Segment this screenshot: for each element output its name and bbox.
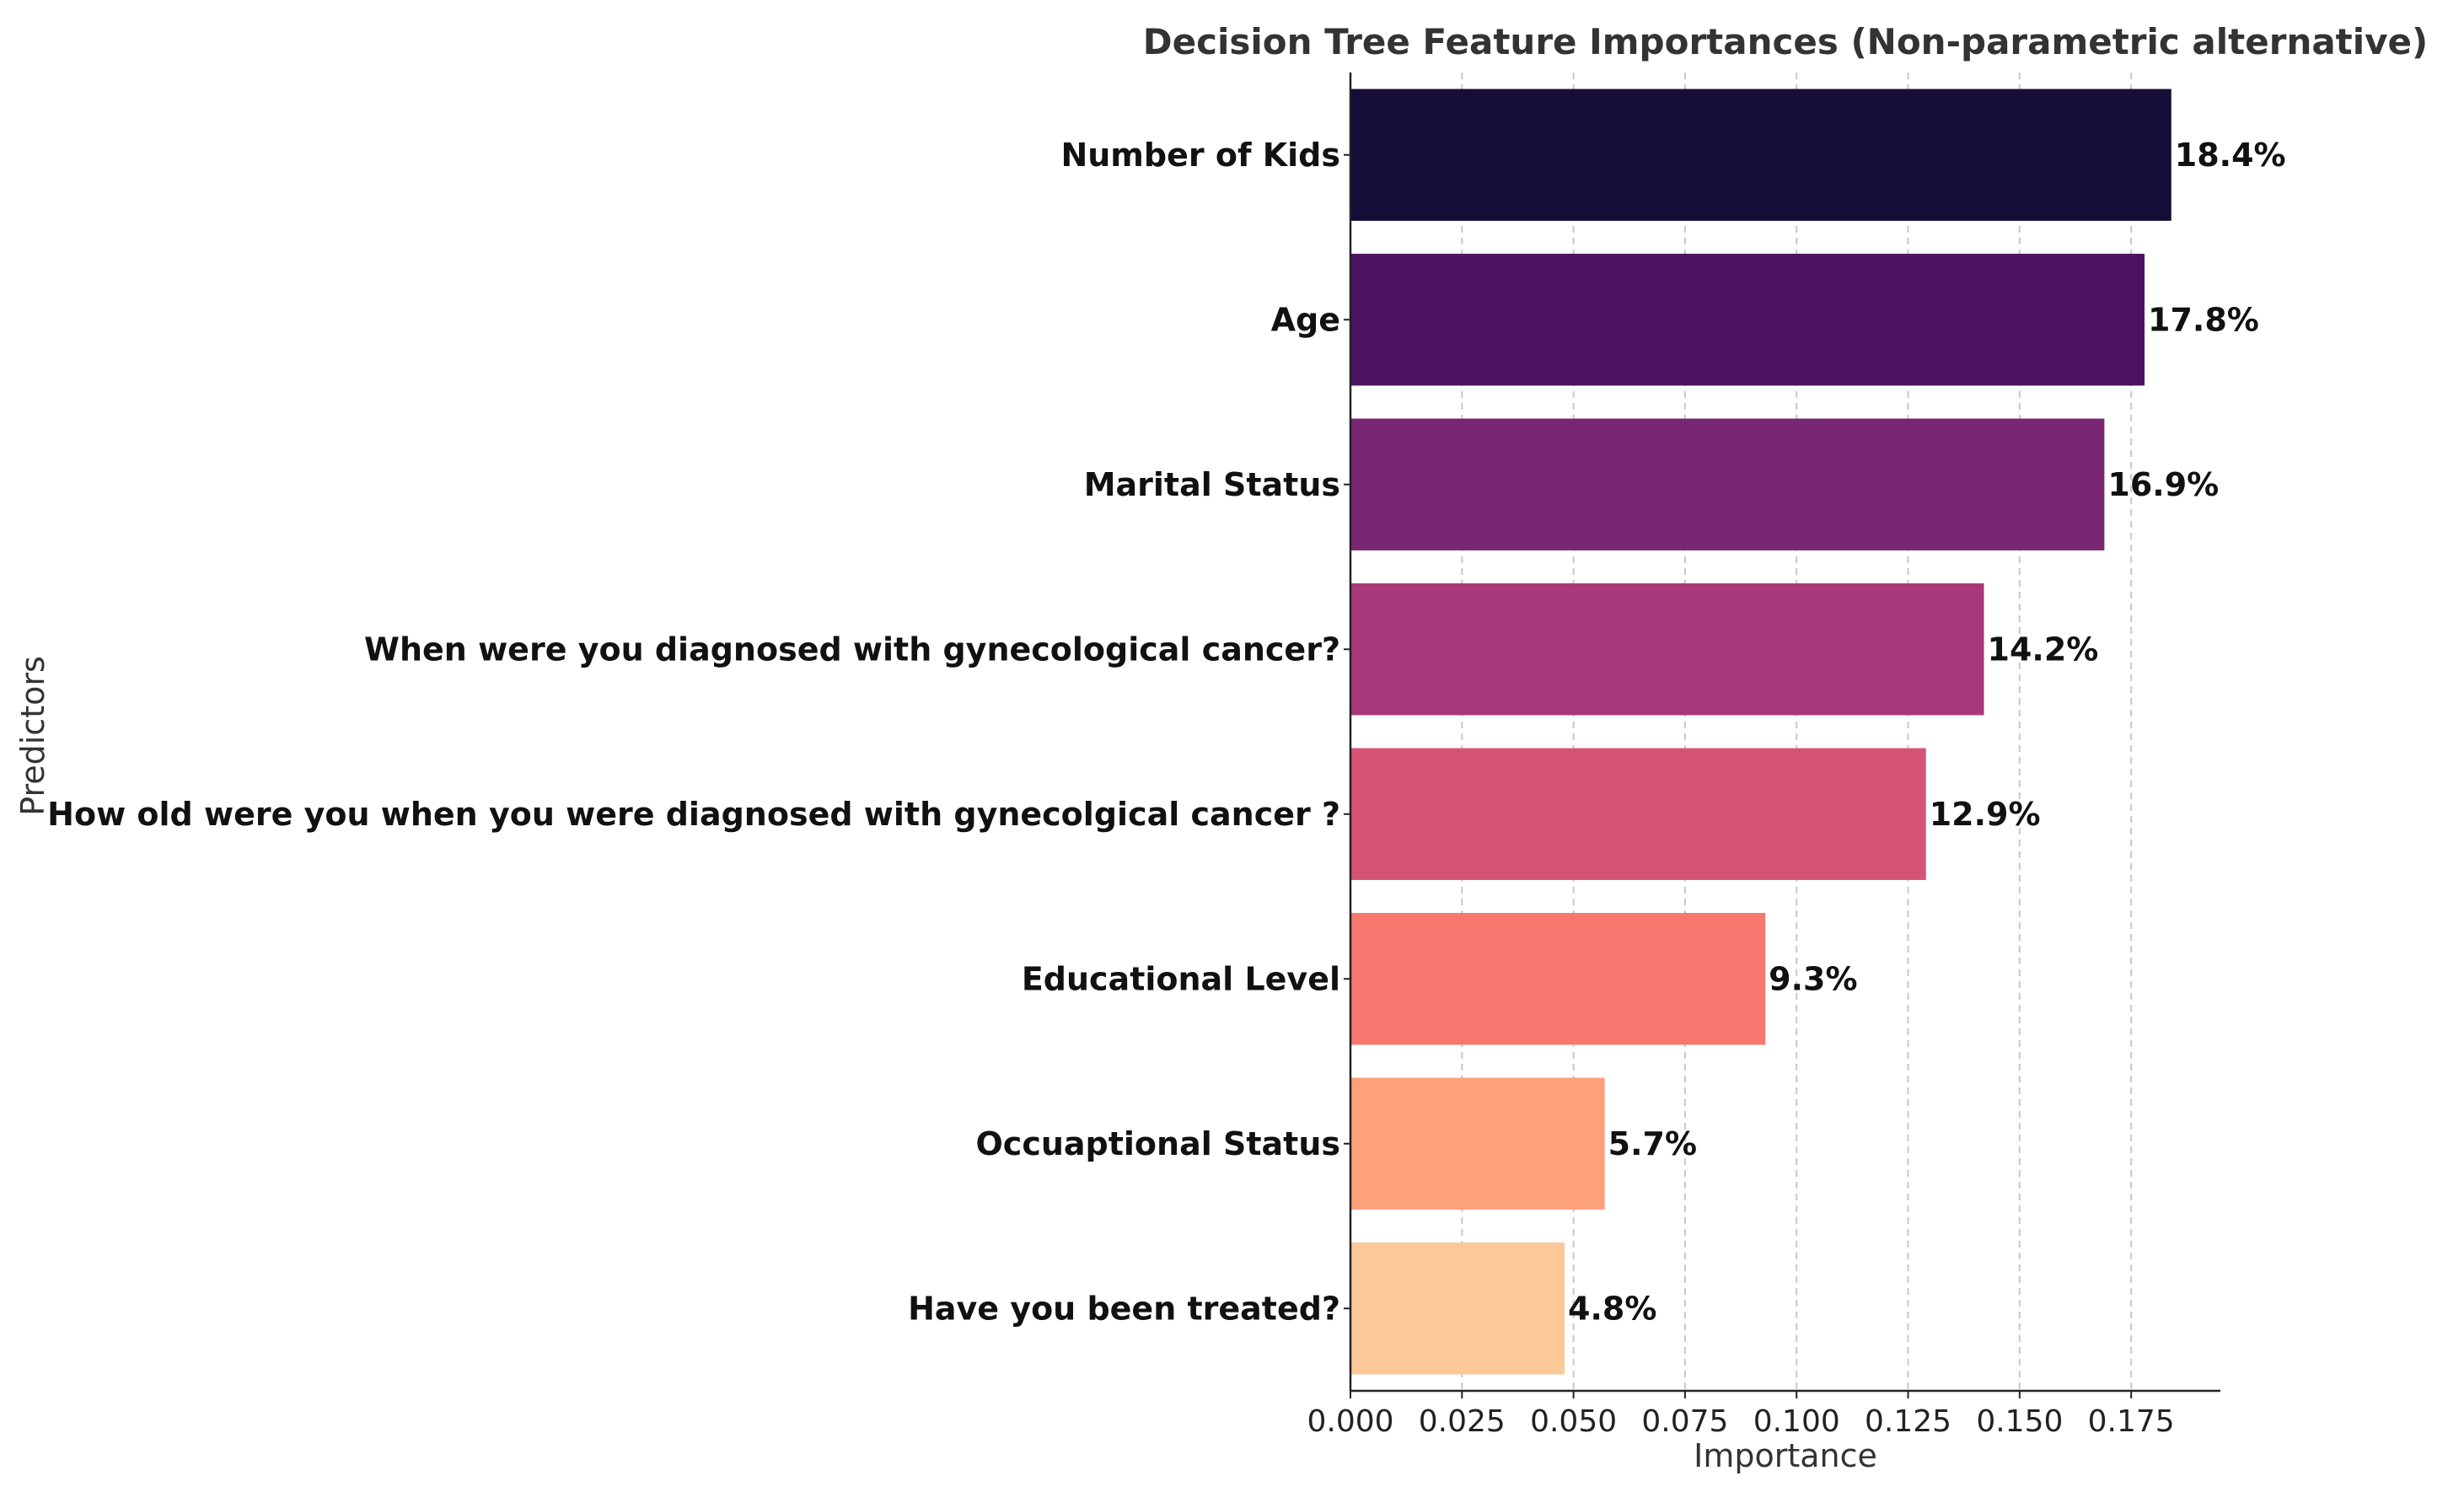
x-tick-label: 0.050 bbox=[1530, 1404, 1617, 1439]
axes: 0.000 0.025 0.050 0.075 0.100 0.125 0.150 0.175 bbox=[1307, 72, 2220, 1439]
bars: Number of Kids 18.4% Age 17.8% Marital Statu… bbox=[47, 89, 2286, 1375]
category-label: Educational Level bbox=[1022, 960, 1340, 997]
bar bbox=[1350, 254, 2145, 386]
bar bbox=[1350, 913, 1766, 1045]
category-label: When were you diagnosed with gynecologic… bbox=[364, 631, 1340, 668]
value-label: 16.9% bbox=[2107, 466, 2219, 503]
x-axis-label: Importance bbox=[1694, 1437, 1877, 1474]
chart-title: Decision Tree Feature Importances (Non-p… bbox=[1143, 21, 2428, 62]
x-tick-label: 0.100 bbox=[1753, 1404, 1840, 1439]
bar bbox=[1350, 418, 2105, 550]
x-tick-label: 0.125 bbox=[1865, 1404, 1951, 1439]
value-label: 5.7% bbox=[1608, 1125, 1697, 1162]
bar bbox=[1350, 748, 1926, 880]
x-tick-label: 0.000 bbox=[1307, 1404, 1393, 1439]
category-label: Number of Kids bbox=[1060, 137, 1340, 174]
value-label: 12.9% bbox=[1930, 796, 2041, 833]
category-label: Occuaptional Status bbox=[975, 1125, 1340, 1162]
value-label: 18.4% bbox=[2175, 137, 2286, 174]
x-tick-label: 0.175 bbox=[2088, 1404, 2175, 1439]
x-tick-label: 0.025 bbox=[1419, 1404, 1506, 1439]
category-label: Have you been treated? bbox=[908, 1290, 1340, 1327]
value-label: 17.8% bbox=[2148, 301, 2259, 338]
bar bbox=[1350, 1077, 1605, 1210]
x-tick-label: 0.075 bbox=[1641, 1404, 1728, 1439]
y-axis-label: Predictors bbox=[14, 656, 51, 816]
bar bbox=[1350, 89, 2171, 221]
bar bbox=[1350, 1242, 1565, 1375]
value-label: 14.2% bbox=[1988, 631, 2099, 668]
value-label: 4.8% bbox=[1568, 1290, 1656, 1327]
category-label: Age bbox=[1271, 301, 1340, 338]
x-tick-label: 0.150 bbox=[1976, 1404, 2063, 1439]
category-label: How old were you when you were diagnosed… bbox=[47, 796, 1340, 833]
bar bbox=[1350, 583, 1984, 716]
value-label: 9.3% bbox=[1769, 960, 1857, 997]
category-label: Marital Status bbox=[1084, 466, 1340, 503]
